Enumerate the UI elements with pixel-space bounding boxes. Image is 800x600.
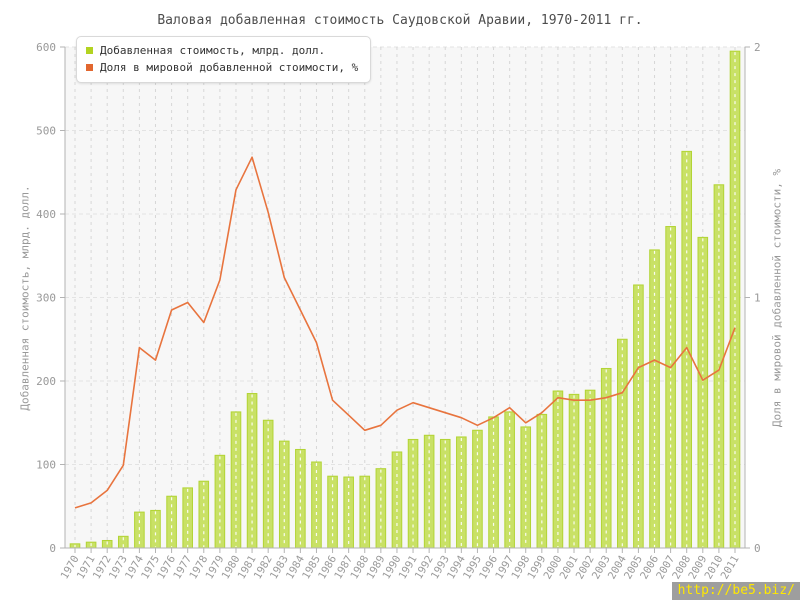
right-axis-tick-label: 1 — [754, 292, 761, 305]
watermark-link[interactable]: http://be5.biz/ — [671, 582, 800, 600]
bar[interactable] — [391, 451, 403, 549]
right-axis-tick-label: 0 — [754, 542, 761, 555]
line-series-swatch-icon — [86, 64, 93, 71]
legend: Добавленная стоимость, млрд. долл. Доля … — [76, 36, 372, 83]
y-axis-tick-label: 200 — [36, 375, 56, 388]
bar[interactable] — [600, 367, 612, 549]
legend-label-bars: Добавленная стоимость, млрд. долл. — [100, 44, 326, 57]
bar[interactable] — [520, 426, 532, 549]
left-axis-title: Добавленная стоимость, млрд. долл. — [18, 185, 32, 411]
bar-series-swatch-icon — [86, 47, 93, 54]
right-axis-title: Доля в мировой добавленной стоимости, % — [770, 168, 784, 428]
y-axis-tick-label: 300 — [36, 292, 56, 305]
chart-title: Валовая добавленная стоимость Саудовской… — [157, 13, 643, 28]
share-line — [74, 156, 736, 509]
bar[interactable] — [713, 184, 725, 549]
y-axis-tick-label: 100 — [36, 459, 56, 472]
legend-item-bars: Добавленная стоимость, млрд. долл. — [86, 42, 358, 59]
y-axis-tick-label: 0 — [49, 542, 56, 555]
bar[interactable] — [295, 448, 306, 549]
y-axis-tick-label: 500 — [36, 125, 56, 138]
legend-item-line: Доля в мировой добавленной стоимости, % — [86, 59, 358, 76]
right-axis-tick-label: 2 — [754, 41, 761, 54]
y-axis-tick-label: 400 — [36, 208, 56, 221]
y-axis-tick-label: 600 — [36, 41, 56, 54]
legend-label-line: Доля в мировой добавленной стоимости, % — [100, 61, 359, 74]
bar[interactable] — [633, 284, 644, 549]
bar[interactable] — [665, 226, 676, 549]
bar[interactable] — [375, 468, 387, 549]
